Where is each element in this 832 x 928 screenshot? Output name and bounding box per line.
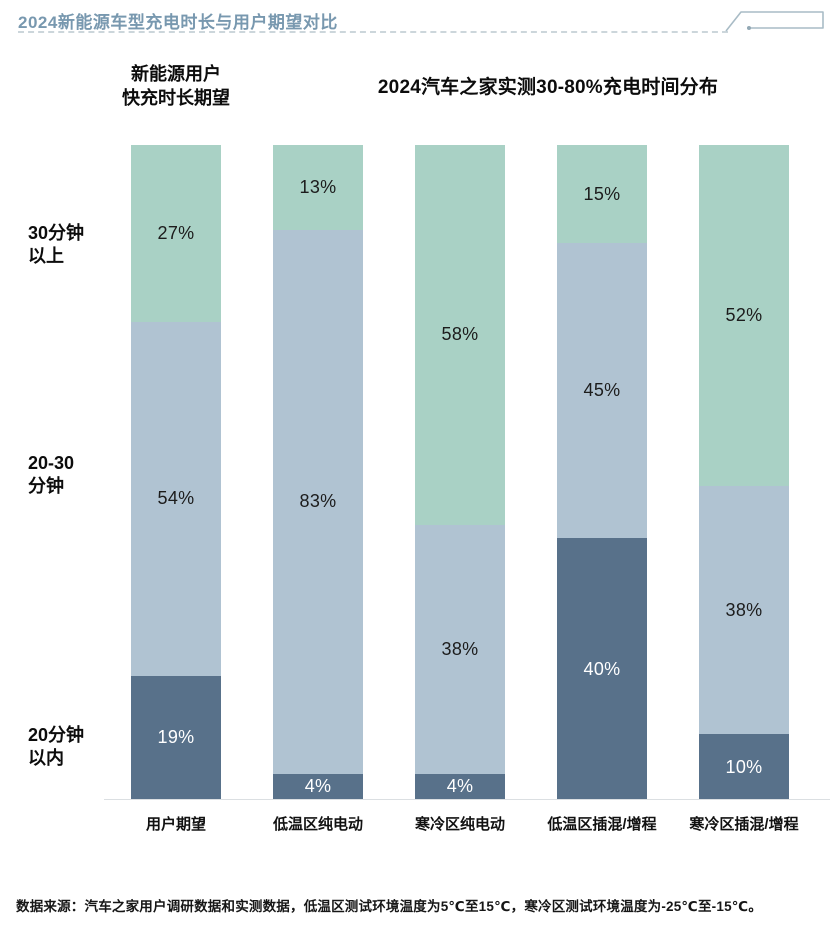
y-axis-label-20-30min: 20-30 分钟 [28,453,75,497]
bar-segment: 52% [699,145,789,486]
bar-segment: 19% [131,675,221,800]
y-axis-label-over-30min: 30分钟 以上 [28,223,85,267]
segment-value-label: 40% [583,658,621,679]
stacked-bar: 27% 54% 19% [131,145,221,800]
page-title: 2024新能源车型充电时长与用户期望对比 [18,13,338,32]
bar-segment: 58% [415,145,505,525]
stacked-bar: 58% 38% 4% [415,145,505,800]
stacked-bar: 13% 83% 4% [273,145,363,800]
bar-segment: 38% [699,485,789,735]
segment-value-label: 38% [725,599,763,620]
stacked-bar-chart: 27% 54% 19% 用户期望 13% 83% 4% 低温区纯电动 58% 38% 4% 寒冷区纯电… [0,145,832,833]
segment-value-label: 38% [441,638,479,659]
segment-value-label: 45% [583,380,621,401]
segment-value-label: 4% [446,776,474,797]
bar-segment: 15% [557,145,647,244]
segment-value-label: 54% [157,488,195,509]
segment-value-label: 13% [299,177,337,198]
stacked-bar: 52% 38% 10% [699,145,789,800]
category-label: 低温区纯电动 [272,816,363,833]
data-source-note: 数据来源：汽车之家用户调研数据和实测数据，低温区测试环境温度为5℃至15℃，寒冷… [16,899,763,914]
bar-segment: 10% [699,734,789,800]
axis-baseline [104,799,830,800]
y-axis-label-under-20min: 20分钟 以内 [28,725,85,769]
bar-segment: 54% [131,321,221,676]
category-label: 用户期望 [145,816,206,833]
dotted-divider [18,31,728,33]
bar-segment: 27% [131,145,221,322]
column-header-measured: 2024汽车之家实测30-80%充电时间分布 [377,77,719,98]
bar-segment: 38% [415,524,505,774]
stacked-bar: 15% 45% 40% [557,145,647,800]
bar-segment: 4% [415,773,505,800]
segment-value-label: 15% [583,183,621,204]
bar-segment: 45% [557,243,647,538]
segment-value-label: 19% [157,727,195,748]
category-label: 低温区插混/增程 [547,816,657,833]
column-header-expectation: 新能源用户 快充时长期望 [122,64,230,109]
bar-segment: 13% [273,145,363,231]
bar-segment: 40% [557,538,647,800]
bar-segment: 83% [273,230,363,774]
bar-segment: 4% [273,773,363,800]
category-label: 寒冷区纯电动 [414,816,505,833]
car-outline-icon [725,11,824,32]
category-label: 寒冷区插混/增程 [689,816,799,833]
segment-value-label: 83% [299,491,337,512]
segment-value-label: 52% [725,304,763,325]
segment-value-label: 58% [441,324,479,345]
segment-value-label: 27% [157,222,195,243]
segment-value-label: 10% [725,756,763,777]
segment-value-label: 4% [304,776,332,797]
